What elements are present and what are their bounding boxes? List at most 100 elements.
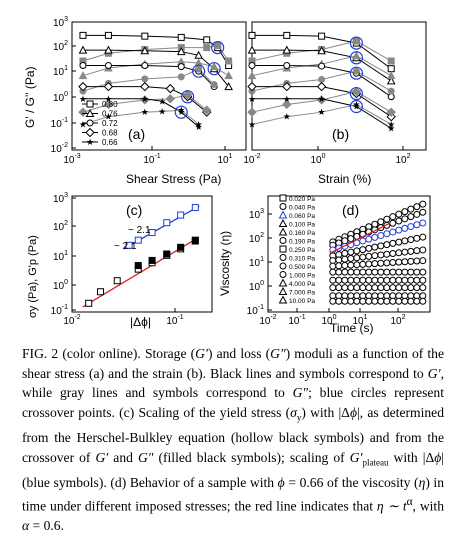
caption-phi: ϕ xyxy=(349,404,357,420)
panel-a-gprime-point: ★ xyxy=(79,94,87,104)
panel-c-annotation-red: ~ 2.1 xyxy=(114,241,137,252)
panel-d-viscosity-point xyxy=(413,268,421,276)
caption-sub-plateau: plateau xyxy=(362,457,389,468)
panel-a-frame xyxy=(71,21,247,151)
panel-a-gprime-point xyxy=(103,81,114,92)
caption-text-7: |, as determined from the Herschel-Bulkl… xyxy=(22,404,444,465)
panel-d-viscosity-point xyxy=(383,268,391,276)
panel-d-viscosity-point xyxy=(359,297,367,305)
panel-d-viscosity-point xyxy=(419,208,427,216)
panel-a-gdoubleprime-point: ★ xyxy=(158,106,166,116)
panel-c-ytick-label: 103 xyxy=(53,192,68,205)
panel-d-ytick-label: 101 xyxy=(249,256,264,269)
panel-b-gdoubleprime-point xyxy=(387,87,395,95)
panel-a-crossover-circle xyxy=(181,90,195,104)
panel-b-gdoubleprime-point: ★ xyxy=(318,107,326,117)
panel-c-ytick-label: 102 xyxy=(53,220,68,233)
panel-d-viscosity-point xyxy=(329,262,337,270)
panel-d-xtick-label: 10-1 xyxy=(288,314,305,327)
panel-a-gdoubleprime-point xyxy=(210,81,218,89)
panel-c-crossover-point xyxy=(177,243,185,251)
panel-d-viscosity-point xyxy=(365,260,373,268)
panel-a-gdoubleprime-point xyxy=(78,107,88,117)
panel-d-viscosity-point xyxy=(395,226,403,234)
panel-a-ytick-label: 102 xyxy=(53,40,68,53)
panel-d-legend-marker xyxy=(278,278,288,287)
panel-a-ylabel: G' / G'' (Pa) xyxy=(23,66,37,128)
caption-text-1: FIG. 2 (color online). Storage ( xyxy=(22,346,196,361)
panel-b-gprime-point xyxy=(282,45,292,54)
panel-d-viscosity-point xyxy=(341,268,349,276)
caption-text-5: ; blue circles represent crossover point… xyxy=(22,385,444,420)
panel-a-gprime-point xyxy=(78,45,88,54)
panel-b-gdoubleprime-point xyxy=(351,86,362,97)
panel-c-gplateau-point xyxy=(125,241,133,249)
panel-d-viscosity-point xyxy=(359,253,367,261)
panel-b-gprime-line xyxy=(252,98,392,129)
panel-d-viscosity-point xyxy=(419,276,427,284)
panel-c-gplateau-point xyxy=(134,236,142,244)
panel-d-viscosity-point xyxy=(389,228,397,236)
panel-d-viscosity-point xyxy=(341,255,349,263)
panel-d-viscosity-point xyxy=(341,261,349,269)
panel-d-viscosity-point xyxy=(383,250,391,258)
panel-c-xlabel: |Δϕ| xyxy=(130,315,151,329)
panel-d-viscosity-point xyxy=(407,268,415,276)
panel-d-viscosity-point xyxy=(395,238,403,246)
panel-d-viscosity-point xyxy=(347,284,355,292)
caption-g-prime: G′ xyxy=(427,365,441,381)
caption-g-prime: G′ xyxy=(195,346,208,361)
panel-b-xtick-label: 10-2 xyxy=(243,153,260,166)
panel-b-gdoubleprime-point xyxy=(352,37,360,45)
caption-sup-alpha: α xyxy=(406,495,413,508)
caption-eta-t: η ∼ t xyxy=(376,498,407,514)
panel-b-gdoubleprime-point xyxy=(352,51,361,60)
panel-b-gprime-point xyxy=(386,76,396,85)
panel-d-viscosity-point xyxy=(377,218,385,226)
panel-a-crossover-circle xyxy=(192,64,206,78)
caption-text-9: (filled black symbols); scaling of xyxy=(153,449,350,465)
panel-d-viscosity-point xyxy=(395,268,403,276)
panel-a-crossover-circle xyxy=(207,62,221,76)
panel-d-legend-label: 0.100 Pa xyxy=(289,222,315,229)
panel-b-label: (b) xyxy=(332,126,349,142)
panel-d-viscosity-point xyxy=(419,219,427,227)
panel-b-gdoubleprime-point: ★ xyxy=(387,119,395,129)
panel-a-gprime-point xyxy=(177,63,185,71)
panel-a-xtick-label: 10-1 xyxy=(143,153,160,166)
caption-text-13: ) in time under different imposed stress… xyxy=(22,475,445,514)
panel-b-gprime-point xyxy=(316,81,327,92)
panel-b-gprime-point xyxy=(283,61,291,69)
panel-b-gprime-point xyxy=(387,93,395,101)
panel-a-ytick-label: 103 xyxy=(53,16,68,29)
panel-d-viscosity-point xyxy=(377,297,385,305)
panel-b-gprime-point xyxy=(247,81,257,92)
panel-d-viscosity-point xyxy=(389,239,397,247)
panel-a-gdoubleprime-point xyxy=(141,75,149,83)
panel-a-legend-marker xyxy=(85,108,95,117)
panel-d-viscosity-point xyxy=(335,268,343,276)
panel-d-legend-label: 0.500 Pa xyxy=(289,264,315,271)
panel-d-viscosity-point xyxy=(395,210,403,218)
panel-a-gprime-line xyxy=(82,49,230,87)
panel-d-legend-marker xyxy=(278,227,288,236)
panel-d-viscosity-point xyxy=(341,284,349,292)
caption-text-4: , while gray lines and symbols correspon… xyxy=(22,365,444,401)
panel-d-legend-marker xyxy=(279,237,287,244)
panel-b-gdoubleprime-point: ★ xyxy=(248,119,256,129)
panel-b-gdoubleprime-point: ★ xyxy=(283,112,291,122)
panel-c-gplateau-point xyxy=(148,229,156,237)
panel-d-viscosity-point xyxy=(407,205,415,213)
panel-d-viscosity-point xyxy=(407,257,415,265)
panel-c-hb-point xyxy=(113,277,121,285)
panel-d-viscosity-point xyxy=(395,284,403,292)
panel-a-ytick-label: 10-2 xyxy=(51,142,68,155)
panel-c-crossover-point xyxy=(191,237,199,245)
panel-d-legend-label: 0.250 Pa xyxy=(289,247,315,254)
panel-d-viscosity-point xyxy=(419,268,427,276)
panel-d-viscosity-point xyxy=(389,268,397,276)
panel-b-crossover-circle xyxy=(349,99,363,114)
caption-text-11: | (blue symbols). (d) Behavior of a samp… xyxy=(22,449,444,490)
panel-a-label: (a) xyxy=(128,126,145,142)
panel-c-frame xyxy=(71,195,213,313)
